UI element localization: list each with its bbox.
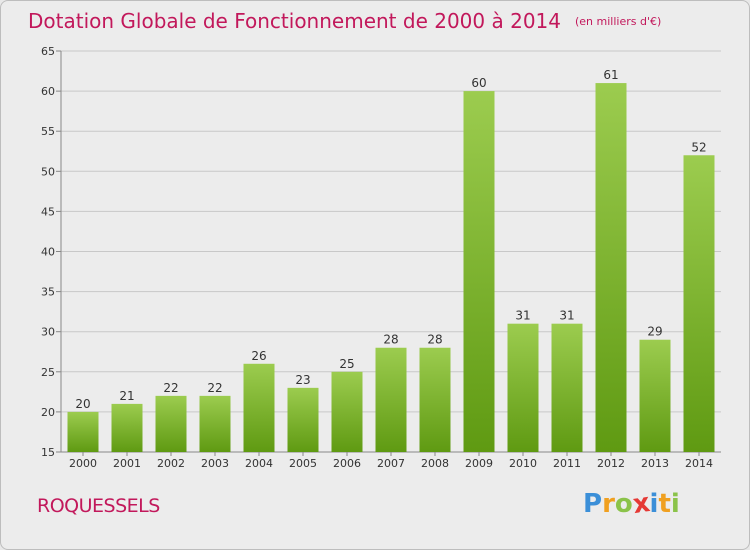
x-tick-label: 2013 xyxy=(641,457,669,470)
bar-2005 xyxy=(287,387,319,452)
x-tick-label: 2005 xyxy=(289,457,317,470)
x-tick-label: 2014 xyxy=(685,457,713,470)
bar-2014 xyxy=(683,155,715,452)
data-label-2007: 28 xyxy=(383,333,398,347)
bar-2010 xyxy=(507,323,539,452)
y-tick-label: 20 xyxy=(41,406,55,419)
y-tick-label: 65 xyxy=(41,45,55,58)
logo-letter: i xyxy=(670,489,680,519)
data-label-2002: 22 xyxy=(163,381,178,395)
data-labels: 20 21 22 22 26 23 25 28 28 60 31 31 61 29 52 xyxy=(75,68,706,411)
logo-letter: r xyxy=(602,489,615,519)
y-tick-label: 55 xyxy=(41,125,55,138)
bar-2002 xyxy=(155,395,187,452)
chart-title: Dotation Globale de Fonctionnement de 20… xyxy=(28,9,661,33)
data-label-2006: 25 xyxy=(339,357,354,371)
data-label-2011: 31 xyxy=(559,309,574,323)
y-tick-label: 40 xyxy=(41,246,55,259)
proxiti-logo[interactable]: Proxiti xyxy=(583,487,680,521)
x-tick-label: 2004 xyxy=(245,457,273,470)
x-tick-label: 2007 xyxy=(377,457,405,470)
x-tick-label: 2001 xyxy=(113,457,141,470)
data-label-2008: 28 xyxy=(427,333,442,347)
bars xyxy=(67,83,715,452)
x-tick-label: 2000 xyxy=(69,457,97,470)
commune-name: ROQUESSELS xyxy=(37,495,160,517)
data-label-2012: 61 xyxy=(603,68,618,82)
bar-2003 xyxy=(199,395,231,452)
data-label-2009: 60 xyxy=(471,76,486,90)
bar-2008 xyxy=(419,347,451,452)
data-label-2000: 20 xyxy=(75,397,90,411)
x-tick-label: 2002 xyxy=(157,457,185,470)
bar-2006 xyxy=(331,371,363,452)
y-tick-label: 60 xyxy=(41,85,55,98)
bar-2012 xyxy=(595,83,627,452)
y-tick-label: 35 xyxy=(41,286,55,299)
x-tick-labels: 2000 2001 2002 2003 2004 2005 2006 2007 2008 2009… xyxy=(69,457,713,470)
logo-letter: t xyxy=(658,489,671,519)
chart-title-text: Dotation Globale de Fonctionnement de 20… xyxy=(28,9,561,33)
logo-letter: P xyxy=(583,489,603,519)
y-tick-labels: 15 20 25 30 35 40 45 50 55 60 65 xyxy=(41,45,55,459)
x-tick-label: 2011 xyxy=(553,457,581,470)
unit-note: (en milliers d'€) xyxy=(575,15,662,28)
x-tick-label: 2012 xyxy=(597,457,625,470)
x-tick-label: 2006 xyxy=(333,457,361,470)
logo-letter: o xyxy=(614,489,633,519)
bar-2004 xyxy=(243,363,275,452)
y-tick-label: 30 xyxy=(41,326,55,339)
data-label-2005: 23 xyxy=(295,373,310,387)
x-tick-label: 2009 xyxy=(465,457,493,470)
data-label-2014: 52 xyxy=(691,140,706,154)
y-tick-label: 25 xyxy=(41,366,55,379)
y-tick-label: 15 xyxy=(41,446,55,459)
bar-2011 xyxy=(551,323,583,452)
bar-2000 xyxy=(67,411,99,452)
y-tick-label: 45 xyxy=(41,205,55,218)
logo-letter: i xyxy=(649,489,659,519)
bar-2013 xyxy=(639,339,671,452)
x-tick-label: 2003 xyxy=(201,457,229,470)
logo-letter: x xyxy=(630,487,652,521)
data-label-2010: 31 xyxy=(515,309,530,323)
data-label-2004: 26 xyxy=(251,349,266,363)
x-tick-label: 2008 xyxy=(421,457,449,470)
bar-2009 xyxy=(463,91,495,452)
data-label-2001: 21 xyxy=(119,389,134,403)
x-tick-label: 2010 xyxy=(509,457,537,470)
data-label-2013: 29 xyxy=(647,325,662,339)
bar-2001 xyxy=(111,403,143,452)
y-tick-label: 50 xyxy=(41,165,55,178)
bar-2007 xyxy=(375,347,407,452)
data-label-2003: 22 xyxy=(207,381,222,395)
